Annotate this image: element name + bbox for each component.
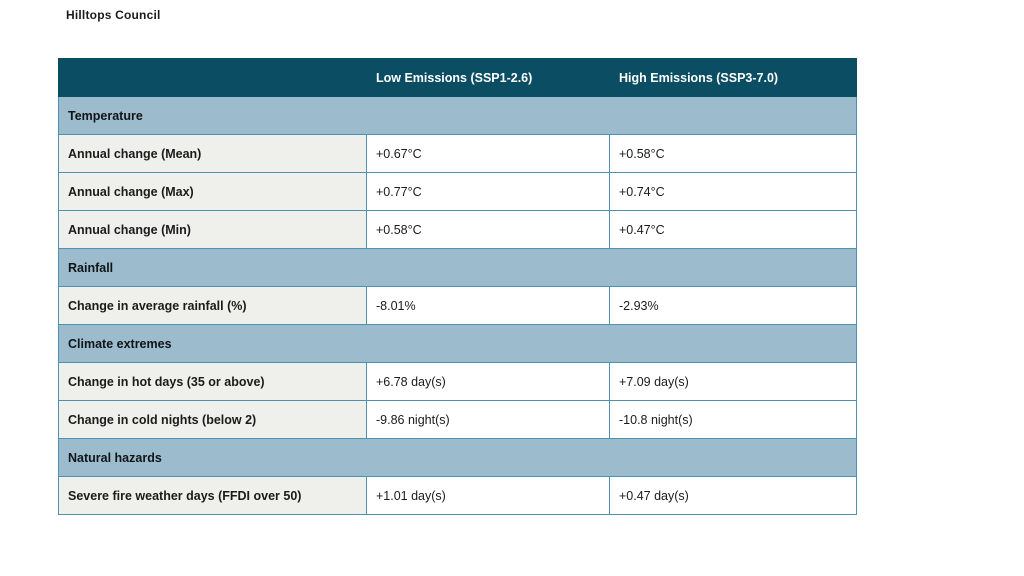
header-cell-low-emissions: Low Emissions (SSP1-2.6): [366, 58, 610, 97]
header-cell-high-emissions: High Emissions (SSP3-7.0): [609, 58, 857, 97]
header-cell-empty: [58, 58, 367, 97]
high-emissions-value: +7.09 day(s): [609, 362, 857, 401]
section-row-temperature: Temperature: [58, 96, 857, 135]
section-row-rainfall: Rainfall: [58, 248, 857, 287]
section-title: Rainfall: [58, 248, 857, 287]
climate-projection-table: Low Emissions (SSP1-2.6) High Emissions …: [58, 58, 857, 515]
table-row: Annual change (Min) +0.58°C +0.47°C: [58, 210, 857, 249]
table-row: Annual change (Mean) +0.67°C +0.58°C: [58, 134, 857, 173]
high-emissions-value: +0.74°C: [609, 172, 857, 211]
row-label: Severe fire weather days (FFDI over 50): [58, 476, 367, 515]
section-row-natural-hazards: Natural hazards: [58, 438, 857, 477]
row-label: Change in hot days (35 or above): [58, 362, 367, 401]
section-title: Temperature: [58, 96, 857, 135]
low-emissions-value: +0.58°C: [366, 210, 610, 249]
high-emissions-value: -2.93%: [609, 286, 857, 325]
section-title: Natural hazards: [58, 438, 857, 477]
low-emissions-value: -9.86 night(s): [366, 400, 610, 439]
high-emissions-value: -10.8 night(s): [609, 400, 857, 439]
row-label: Change in average rainfall (%): [58, 286, 367, 325]
table-row: Annual change (Max) +0.77°C +0.74°C: [58, 172, 857, 211]
row-label: Change in cold nights (below 2): [58, 400, 367, 439]
page-title: Hilltops Council: [66, 8, 161, 22]
low-emissions-value: -8.01%: [366, 286, 610, 325]
table-row: Change in average rainfall (%) -8.01% -2…: [58, 286, 857, 325]
row-label: Annual change (Min): [58, 210, 367, 249]
section-row-climate-extremes: Climate extremes: [58, 324, 857, 363]
table-header-row: Low Emissions (SSP1-2.6) High Emissions …: [58, 58, 857, 97]
row-label: Annual change (Max): [58, 172, 367, 211]
low-emissions-value: +0.67°C: [366, 134, 610, 173]
low-emissions-value: +6.78 day(s): [366, 362, 610, 401]
row-label: Annual change (Mean): [58, 134, 367, 173]
low-emissions-value: +1.01 day(s): [366, 476, 610, 515]
high-emissions-value: +0.47°C: [609, 210, 857, 249]
low-emissions-value: +0.77°C: [366, 172, 610, 211]
table-row: Severe fire weather days (FFDI over 50) …: [58, 476, 857, 515]
table-row: Change in cold nights (below 2) -9.86 ni…: [58, 400, 857, 439]
high-emissions-value: +0.58°C: [609, 134, 857, 173]
section-title: Climate extremes: [58, 324, 857, 363]
high-emissions-value: +0.47 day(s): [609, 476, 857, 515]
table-row: Change in hot days (35 or above) +6.78 d…: [58, 362, 857, 401]
